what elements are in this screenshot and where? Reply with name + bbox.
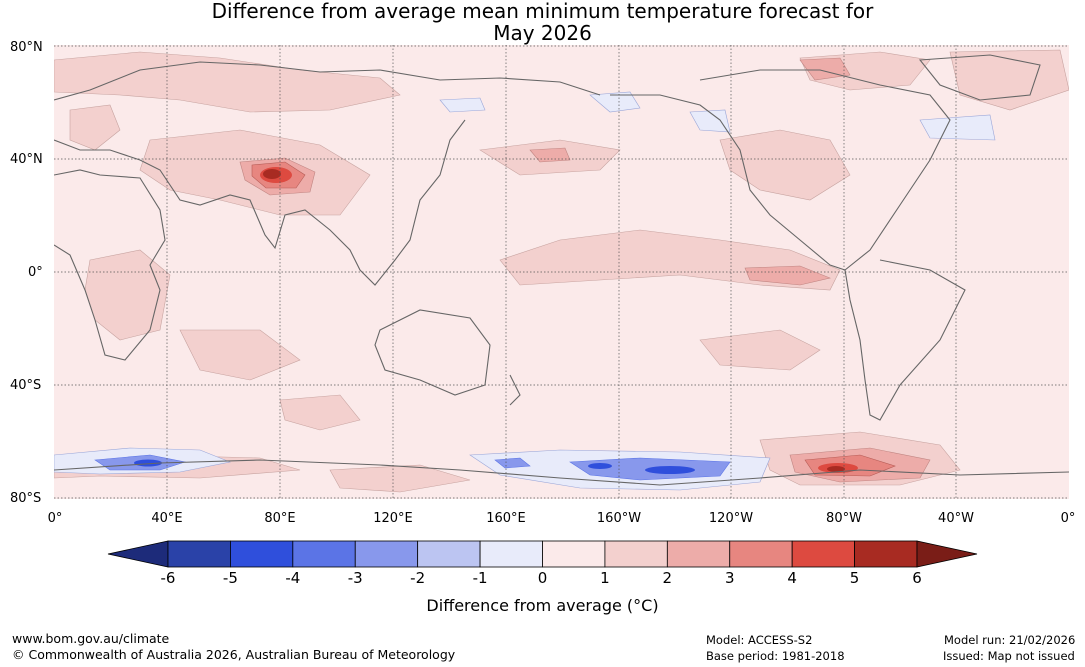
lon-label-120e: 120°E	[373, 511, 413, 526]
colorbar-tick-label: -2	[410, 569, 426, 587]
north-atlantic-cold	[919, 114, 996, 141]
colorbar-tick-label: 3	[724, 569, 735, 587]
colorbar-over-triangle	[916, 540, 978, 568]
north-america-west-coast	[610, 94, 846, 271]
southern-ocean-warm-mid	[329, 464, 471, 493]
colorbar-tick-label: 2	[662, 569, 673, 587]
siberia-cold	[439, 97, 486, 113]
antarctica-coast	[54, 459, 1069, 486]
footer-website: www.bom.gov.au/climate	[12, 631, 170, 646]
colorbar-bin	[354, 540, 419, 568]
map-title-line2: May 2026	[493, 21, 592, 45]
colorbar-tick-label: -1	[472, 569, 488, 587]
alaska-cold	[589, 91, 641, 113]
colorbar-tick-label: 1	[600, 569, 610, 587]
colorbar-bin	[167, 540, 231, 568]
south-pacific-warm	[699, 329, 821, 371]
colorbar-bin	[542, 540, 606, 568]
peninsula-5-6	[827, 466, 845, 472]
map-title-line1: Difference from average mean minimum tem…	[211, 0, 874, 23]
colorbar-bin	[479, 540, 543, 568]
footer-model: Model: ACCESS-S2	[706, 633, 813, 647]
footer-base-period: Base period: 1981-2018	[706, 649, 845, 663]
lon-label-40w: 40°W	[938, 511, 974, 526]
colorbar-bin	[666, 540, 731, 568]
antarctic-cold-160e	[494, 457, 531, 469]
colorbar-tick-label: 0	[537, 569, 548, 587]
north-pacific-2-3	[529, 147, 571, 163]
tibet-5-6	[263, 169, 281, 179]
footer-issued: Issued: Map not issued	[943, 649, 1075, 663]
anomaly-band-5-6	[263, 169, 845, 472]
eurasia-north-warm	[54, 51, 401, 113]
antarctic-core-ross	[588, 463, 612, 469]
lon-label-120w: 120°W	[708, 511, 754, 526]
lat-label-80s: 80°S	[10, 491, 42, 506]
lon-label-160w: 160°W	[596, 511, 642, 526]
australia-coast	[374, 309, 491, 396]
east-pacific-2-3	[744, 265, 831, 286]
africa-coast	[54, 169, 166, 361]
colorbar-tick-label: 5	[849, 569, 860, 587]
south-america-coast	[844, 259, 966, 421]
footer-model-run: Model run: 21/02/2026	[944, 633, 1076, 647]
lon-label-0-right: 0°	[1060, 511, 1076, 526]
north-america-east-coast	[699, 69, 951, 271]
new-zealand-coast	[509, 374, 521, 406]
graticule	[54, 45, 1069, 499]
europe-warm	[69, 104, 121, 151]
colorbar-tick-label: -4	[285, 569, 301, 587]
colorbar-bin	[729, 540, 793, 568]
greenland-coast	[918, 54, 1041, 101]
lon-label-80w: 80°W	[826, 511, 862, 526]
colorbar-tick-label: 4	[787, 569, 797, 587]
north-america-warm	[719, 129, 851, 201]
southern-indian-warm	[279, 394, 361, 431]
footer-copyright: © Commonwealth of Australia 2026, Austra…	[12, 647, 456, 662]
colorbar-tick-label: -3	[347, 569, 363, 587]
lon-label-40e: 40°E	[151, 511, 183, 526]
colorbar-tick-label: -5	[222, 569, 238, 587]
lat-label-40s: 40°S	[10, 378, 42, 393]
antarctic-core-pacific	[645, 466, 695, 474]
colorbar-bin	[230, 540, 294, 568]
colorbar-bin	[791, 540, 855, 568]
colorbar-under-triangle	[107, 540, 169, 568]
indian-ocean-warm	[179, 329, 301, 381]
lon-label-160e: 160°E	[486, 511, 526, 526]
asia-south-coast	[54, 119, 466, 286]
colorbar-bin	[417, 540, 481, 568]
eurasia-north-coast	[54, 61, 601, 101]
colorbar-tick-label: 6	[912, 569, 922, 587]
colorbar-tick-label: -6	[160, 569, 176, 587]
colorbar-bin	[292, 540, 356, 568]
lat-label-0: 0°	[28, 265, 43, 280]
coastlines	[54, 54, 1069, 486]
colorbar-bin	[604, 540, 668, 568]
lat-label-80n: 80°N	[10, 40, 43, 55]
lat-label-40n: 40°N	[10, 152, 43, 167]
gulf-alaska-cold	[689, 109, 731, 133]
colorbar-label: Difference from average (°C)	[426, 596, 659, 615]
lon-label-0-left: 0°	[47, 511, 63, 526]
anomaly-band-minus5-minus4	[134, 459, 695, 474]
colorbar-bin	[854, 540, 918, 568]
lon-label-80e: 80°E	[264, 511, 296, 526]
